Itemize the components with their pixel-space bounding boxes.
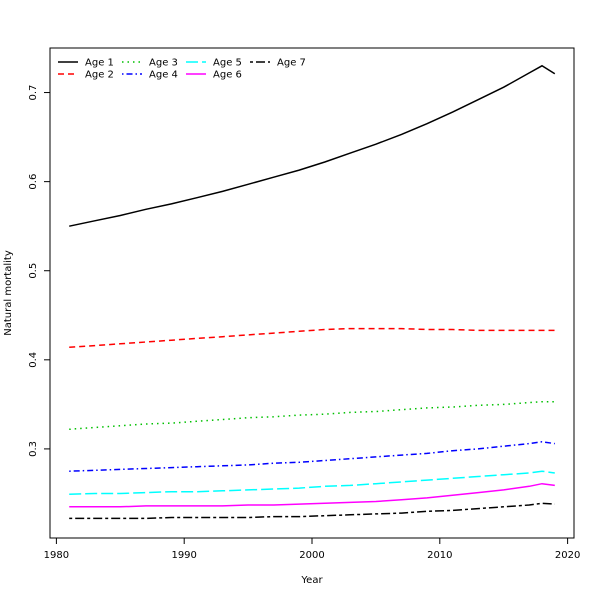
x-axis-title: Year xyxy=(300,575,323,586)
legend-label-age-7: Age 7 xyxy=(277,58,306,69)
legend-label-age-6: Age 6 xyxy=(213,70,242,81)
y-tick-label: 0.7 xyxy=(28,85,39,101)
x-tick-label: 2010 xyxy=(427,550,452,561)
legend-label-age-5: Age 5 xyxy=(213,58,242,69)
series-line-age-1 xyxy=(69,64,556,227)
series-line-age-2 xyxy=(69,327,555,349)
x-axis: 1980 1990 2000 2010 2020 xyxy=(44,538,580,561)
series-line-age-3 xyxy=(69,400,555,431)
legend-label-age-2: Age 2 xyxy=(85,70,114,81)
x-tick-label: 1990 xyxy=(171,550,196,561)
y-tick-label: 0.3 xyxy=(28,441,39,457)
series-line-age-6 xyxy=(69,482,555,508)
x-tick-label: 2000 xyxy=(299,550,324,561)
legend-label-age-3: Age 3 xyxy=(149,58,178,69)
plot-frame xyxy=(49,47,575,539)
series-line-age-5 xyxy=(69,470,555,496)
y-tick-label: 0.5 xyxy=(28,263,39,279)
legend-label-age-1: Age 1 xyxy=(85,58,114,69)
x-tick-label: 2020 xyxy=(555,550,580,561)
y-tick-label: 0.4 xyxy=(28,352,39,368)
series-layer xyxy=(69,64,556,520)
legend-label-age-4: Age 4 xyxy=(149,70,178,81)
x-tick-label: 1980 xyxy=(44,550,69,561)
y-tick-label: 0.6 xyxy=(28,174,39,190)
y-axis: 0.3 0.4 0.5 0.6 0.7 xyxy=(28,85,50,457)
series-line-age-4 xyxy=(69,441,555,472)
series-line-age-7 xyxy=(69,502,555,520)
y-axis-title: Natural mortality xyxy=(3,250,14,336)
